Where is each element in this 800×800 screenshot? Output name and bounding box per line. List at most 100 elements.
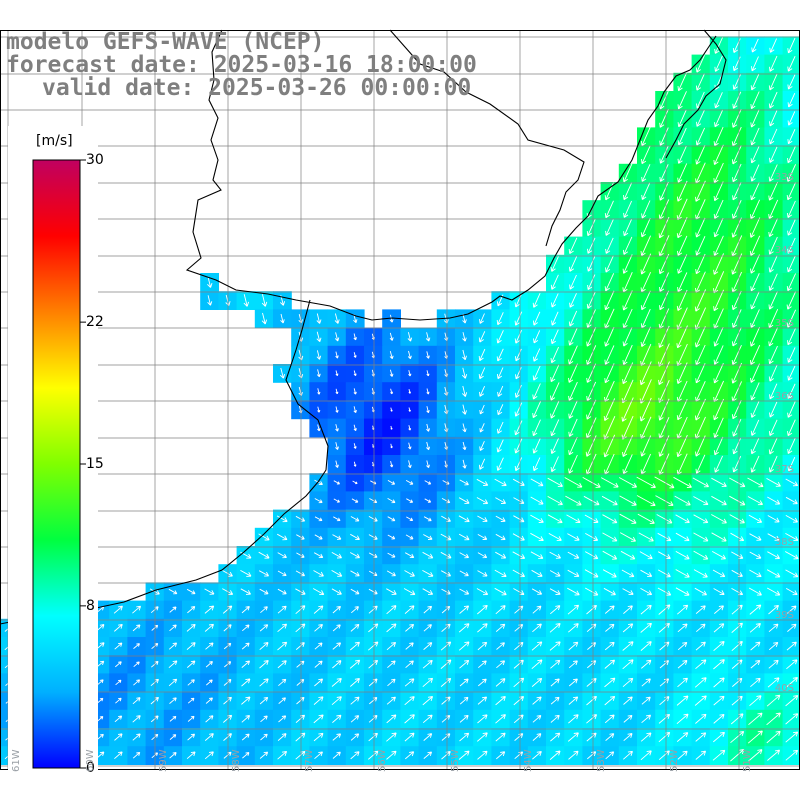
wind-arrow xyxy=(495,533,506,541)
wind-arrow xyxy=(569,293,577,308)
wind-arrow xyxy=(407,350,412,360)
wind-arrow xyxy=(551,311,559,326)
wind-arrow xyxy=(533,348,541,362)
wind-arrow xyxy=(532,715,542,723)
wind-arrow xyxy=(222,570,233,577)
wind-arrow xyxy=(605,255,614,273)
wind-arrow xyxy=(477,750,488,760)
wind-arrow xyxy=(478,678,487,687)
wind-arrow xyxy=(115,661,122,668)
wind-arrow xyxy=(769,128,778,145)
wind-arrow xyxy=(751,38,759,53)
wind-arrow xyxy=(785,569,799,578)
wind-arrow xyxy=(694,289,707,312)
wind-arrow xyxy=(677,272,688,293)
wind-arrow xyxy=(241,606,250,614)
wind-arrow xyxy=(732,437,742,455)
wind-arrow xyxy=(639,361,652,386)
latitude-label: 36S xyxy=(774,391,794,402)
wind-arrow xyxy=(514,330,523,344)
wind-arrow xyxy=(422,551,434,559)
wind-cell xyxy=(782,564,800,583)
wind-arrow xyxy=(478,660,487,669)
wind-arrow xyxy=(258,533,270,541)
wind-arrow xyxy=(677,623,688,633)
wind-arrow xyxy=(677,235,688,256)
wind-arrow xyxy=(477,604,488,615)
wind-arrow xyxy=(676,289,688,311)
wind-arrow xyxy=(732,91,742,109)
wind-arrow xyxy=(584,569,599,578)
wind-arrow xyxy=(677,109,687,128)
wind-arrow xyxy=(622,641,634,651)
wind-arrow xyxy=(277,570,287,577)
wind-arrow xyxy=(659,164,669,182)
wind-arrow xyxy=(205,642,214,650)
wind-arrow xyxy=(675,514,690,524)
longitude-label: 59W xyxy=(158,749,169,772)
wind-arrow xyxy=(423,642,433,650)
wind-arrow xyxy=(586,623,597,633)
wind-arrow xyxy=(497,385,504,397)
wind-arrow xyxy=(750,199,761,220)
wind-arrow xyxy=(495,623,506,632)
wind-arrow xyxy=(747,730,763,744)
wind-arrow xyxy=(695,605,706,614)
wind-arrow xyxy=(405,623,415,632)
wind-arrow xyxy=(132,715,141,723)
wind-arrow xyxy=(750,660,761,669)
wind-arrow xyxy=(316,331,322,343)
wind-arrow xyxy=(605,237,614,254)
wind-arrow xyxy=(604,677,616,688)
wind-arrow xyxy=(204,733,214,741)
wind-arrow xyxy=(731,659,743,669)
wind-arrow xyxy=(586,363,597,383)
wind-arrow xyxy=(657,532,672,542)
wind-cell xyxy=(782,473,800,492)
wind-arrow xyxy=(549,588,561,595)
wind-arrow xyxy=(514,384,522,398)
wind-arrow xyxy=(677,750,688,760)
wind-arrow xyxy=(278,697,286,704)
wind-arrow xyxy=(583,495,600,506)
latitude-label: 39S xyxy=(774,610,794,621)
wind-arrow xyxy=(787,146,796,164)
wind-arrow xyxy=(768,73,778,91)
wind-arrow xyxy=(732,74,741,90)
wind-arrow xyxy=(657,551,671,560)
colorbar-tick-label: 0 xyxy=(86,760,95,776)
wind-arrow xyxy=(620,550,636,560)
wind-arrow xyxy=(695,236,706,256)
wind-arrow xyxy=(641,164,651,182)
wind-arrow xyxy=(729,514,745,524)
wind-arrow xyxy=(673,476,692,488)
wind-arrow xyxy=(408,425,412,431)
colorbar-tick-label: 30 xyxy=(86,152,104,168)
longitude-label: 60W xyxy=(85,749,96,772)
wind-arrow xyxy=(568,454,578,474)
wind-arrow xyxy=(314,516,323,522)
coastline xyxy=(0,29,727,625)
wind-arrow xyxy=(458,515,470,523)
wind-arrow xyxy=(278,715,287,723)
wind-arrow xyxy=(675,587,690,596)
wind-arrow xyxy=(479,404,485,415)
wind-arrow xyxy=(243,294,250,307)
wind-arrow xyxy=(568,436,578,456)
wind-arrow xyxy=(186,588,196,595)
wind-arrow xyxy=(426,441,431,451)
wind-arrow xyxy=(713,126,724,147)
wind-arrow xyxy=(477,714,488,724)
wind-arrow xyxy=(750,73,760,91)
wind-arrow xyxy=(586,291,596,309)
wind-arrow xyxy=(532,438,541,454)
wind-arrow xyxy=(316,350,322,360)
wind-arrow xyxy=(768,91,778,109)
wind-arrow xyxy=(568,678,578,687)
wind-arrow xyxy=(604,345,615,365)
longitude-label: 57W xyxy=(304,749,315,772)
wind-arrow xyxy=(531,588,543,595)
wind-arrow xyxy=(787,93,796,108)
wind-arrow xyxy=(749,533,762,541)
longitude-label: 53W xyxy=(596,749,607,772)
